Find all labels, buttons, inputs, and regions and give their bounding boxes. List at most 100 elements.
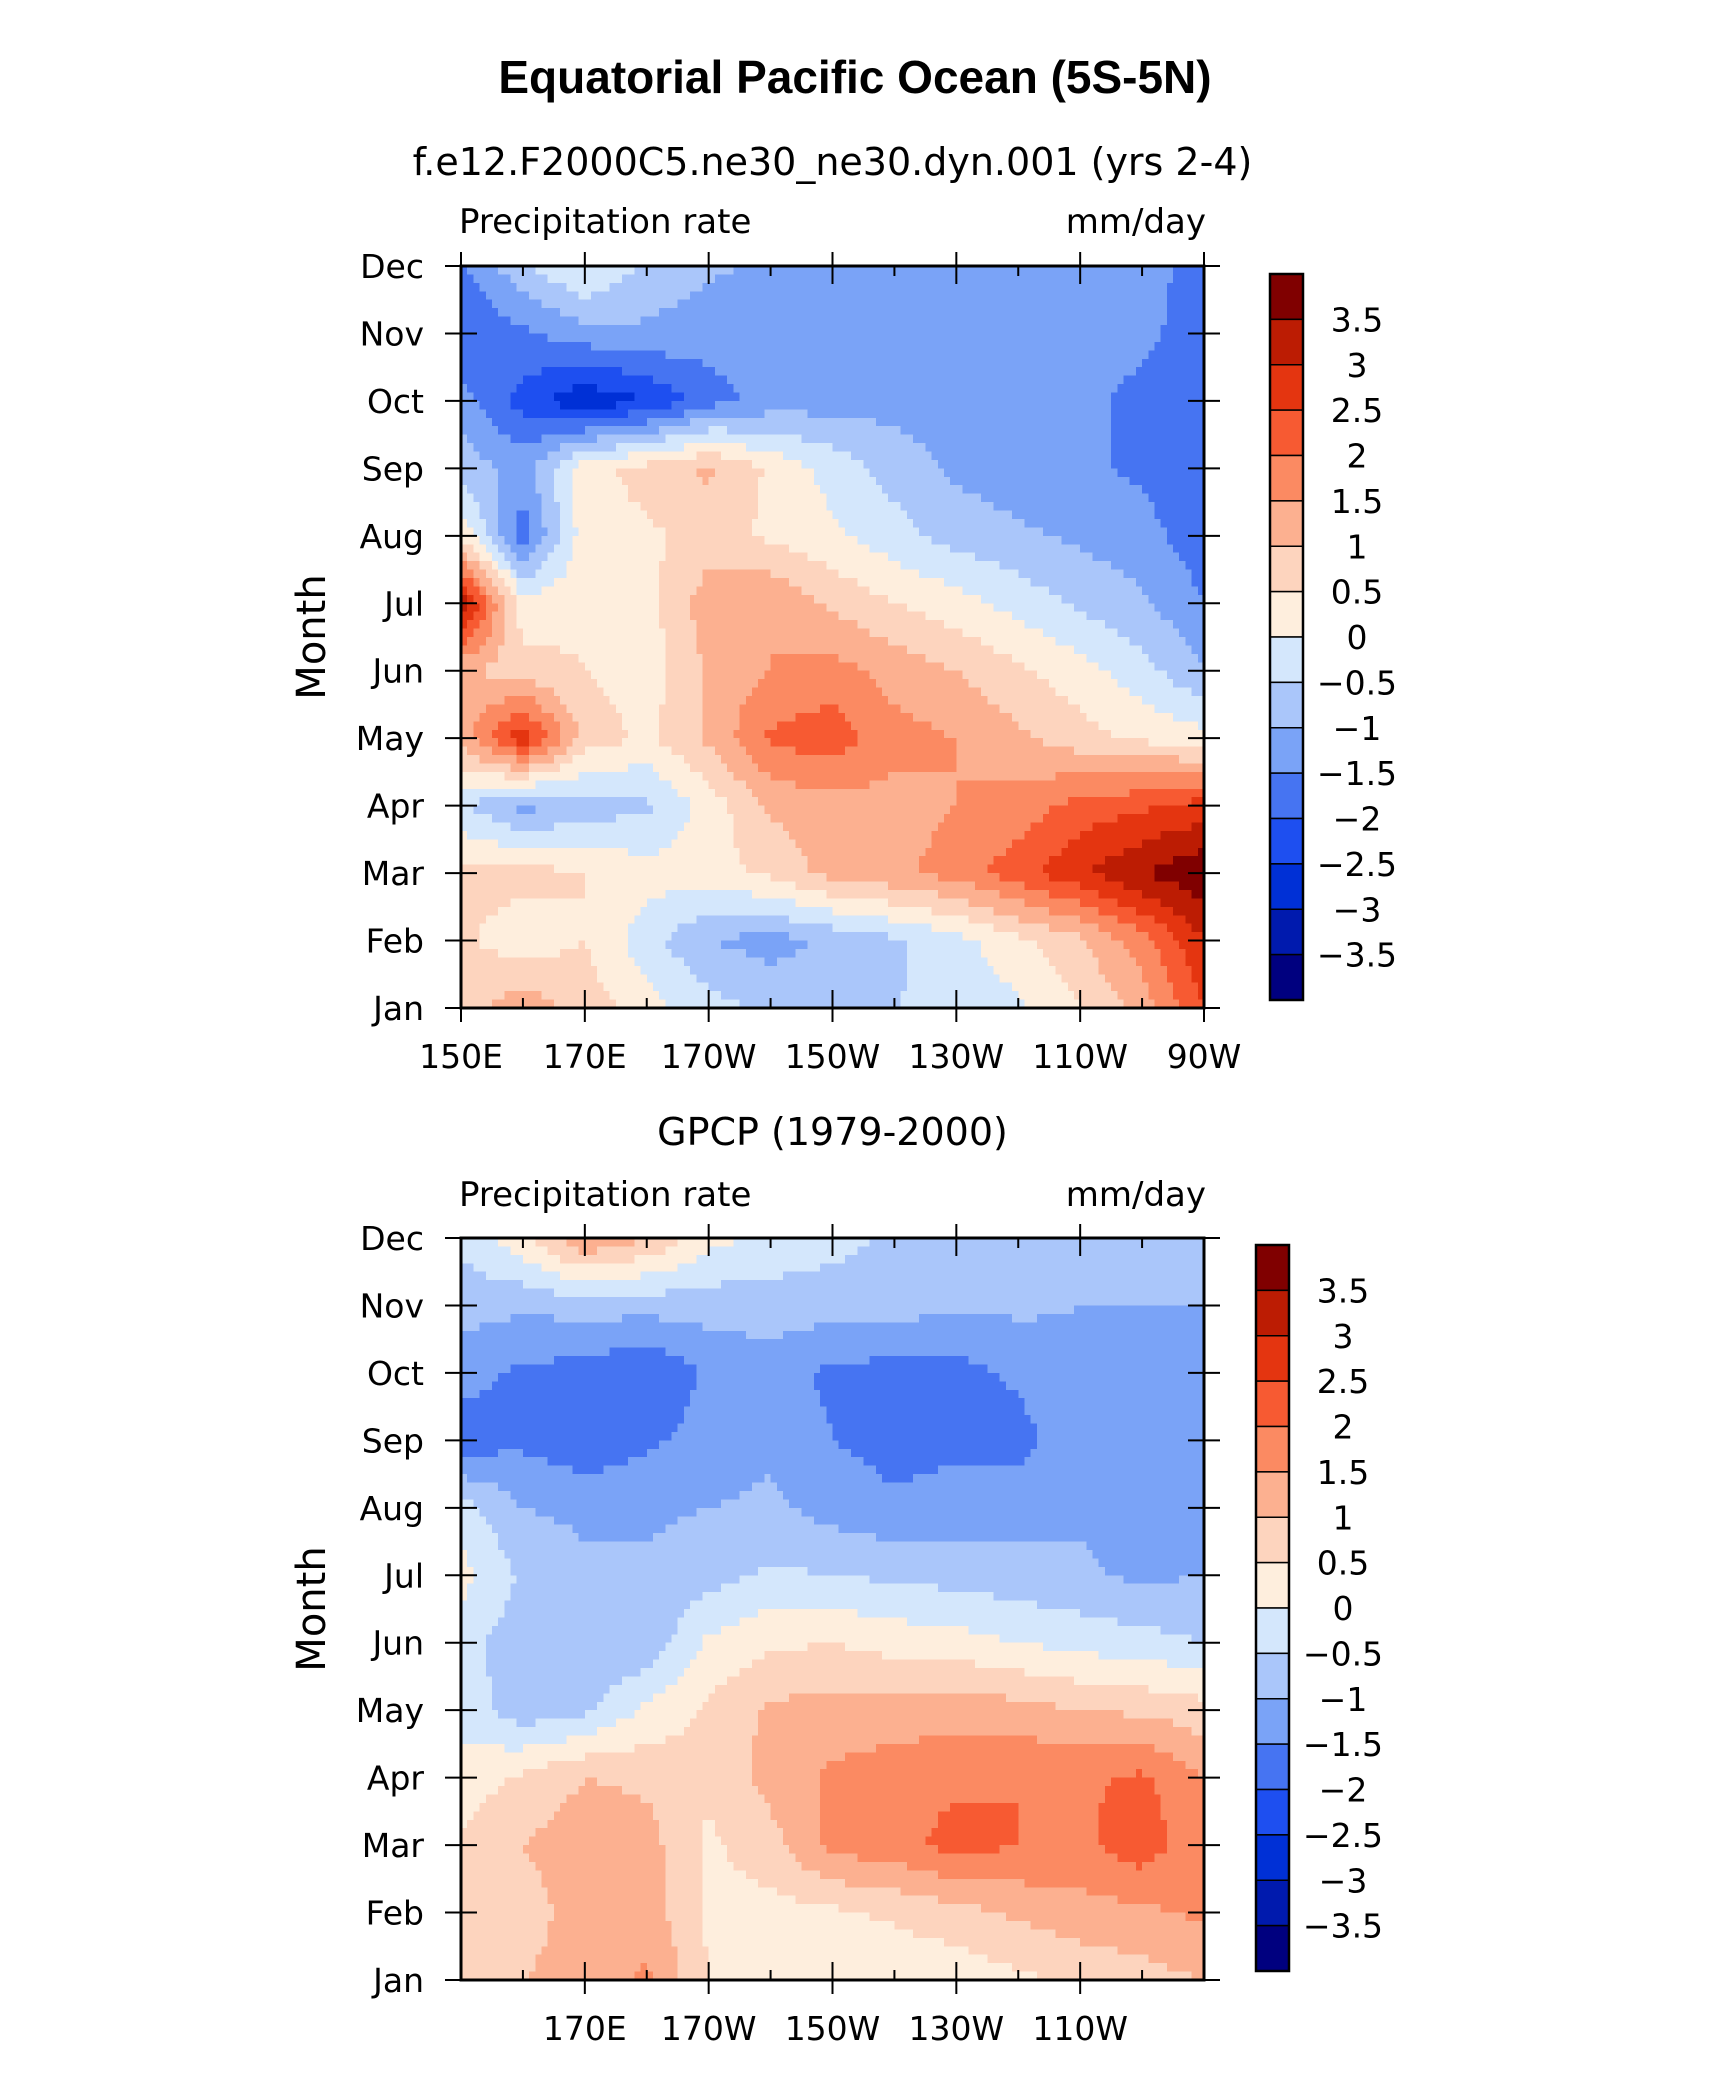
field-cell <box>833 443 840 452</box>
field-cell <box>1130 511 1137 520</box>
field-cell <box>833 401 840 410</box>
field-cell <box>702 527 709 536</box>
field-cell <box>498 586 505 595</box>
field-cell <box>541 578 548 587</box>
field-cell <box>1136 401 1143 410</box>
field-cell <box>925 460 932 469</box>
field-cell <box>752 452 759 461</box>
field-cell <box>665 578 672 587</box>
field-cell <box>1086 418 1093 427</box>
field-cell <box>789 485 796 494</box>
field-cell <box>758 291 765 300</box>
field-cell <box>1154 342 1161 351</box>
field-cell <box>894 350 901 359</box>
field-cell <box>987 595 994 604</box>
field-cell <box>1111 291 1118 300</box>
field-cell <box>740 553 747 562</box>
field-cell <box>1024 367 1031 376</box>
field-cell <box>616 435 623 444</box>
field-cell <box>1055 570 1062 579</box>
field-cell <box>1099 544 1106 553</box>
field-cell <box>498 443 505 452</box>
field-cell <box>969 578 976 587</box>
field-cell <box>1111 401 1118 410</box>
field-cell <box>981 401 988 410</box>
field-cell <box>925 283 932 292</box>
field-cell <box>517 603 524 612</box>
field-cell <box>857 392 864 401</box>
field-cell <box>579 317 586 326</box>
field-cell <box>956 536 963 545</box>
field-cell <box>1130 350 1137 359</box>
field-cell <box>548 553 555 562</box>
field-cell <box>1117 544 1124 553</box>
field-cell <box>572 612 579 621</box>
field-cell <box>1124 586 1131 595</box>
field-cell <box>548 367 555 376</box>
field-cell <box>1148 409 1155 418</box>
field-cell <box>814 350 821 359</box>
field-cell <box>523 283 530 292</box>
field-cell <box>814 426 821 435</box>
field-cell <box>1111 578 1118 587</box>
field-cell <box>678 435 685 444</box>
field-cell <box>727 274 734 283</box>
field-cell <box>715 586 722 595</box>
field-cell <box>585 468 592 477</box>
field-cell <box>808 511 815 520</box>
field-cell <box>814 274 821 283</box>
field-cell <box>529 274 536 283</box>
field-cell <box>1105 477 1112 486</box>
field-cell <box>1136 485 1143 494</box>
field-cell <box>1062 384 1069 393</box>
field-cell <box>764 494 771 503</box>
field-cell <box>1179 561 1186 570</box>
field-cell <box>845 519 852 528</box>
field-cell <box>975 468 982 477</box>
field-cell <box>634 409 641 418</box>
field-cell <box>993 460 1000 469</box>
field-cell <box>1000 468 1007 477</box>
field-cell <box>1080 291 1087 300</box>
field-cell <box>938 494 945 503</box>
field-cell <box>696 359 703 368</box>
field-cell <box>802 392 809 401</box>
field-cell <box>467 300 474 309</box>
field-cell <box>715 443 722 452</box>
field-cell <box>1179 494 1186 503</box>
field-cell <box>647 452 654 461</box>
field-cell <box>758 359 765 368</box>
field-cell <box>888 283 895 292</box>
field-cell <box>956 376 963 385</box>
field-cell <box>610 527 617 536</box>
field-cell <box>1006 477 1013 486</box>
field-cell <box>758 612 765 621</box>
field-cell <box>517 460 524 469</box>
field-cell <box>876 426 883 435</box>
field-cell <box>876 418 883 427</box>
field-cell <box>721 350 728 359</box>
field-cell <box>535 527 542 536</box>
field-cell <box>659 317 666 326</box>
field-cell <box>758 435 765 444</box>
field-cell <box>938 536 945 545</box>
field-cell <box>833 308 840 317</box>
field-cell <box>591 603 598 612</box>
field-cell <box>1179 544 1186 553</box>
field-cell <box>820 325 827 334</box>
field-cell <box>1173 418 1180 427</box>
field-cell <box>523 595 530 604</box>
field-cell <box>932 544 939 553</box>
field-cell <box>603 477 610 486</box>
field-cell <box>771 485 778 494</box>
field-cell <box>715 452 722 461</box>
field-cell <box>672 468 679 477</box>
field-cell <box>1074 333 1081 342</box>
field-cell <box>839 342 846 351</box>
field-cell <box>907 452 914 461</box>
field-cell <box>492 409 499 418</box>
field-cell <box>721 544 728 553</box>
field-cell <box>541 350 548 359</box>
field-cell <box>1117 485 1124 494</box>
field-cell <box>752 595 759 604</box>
